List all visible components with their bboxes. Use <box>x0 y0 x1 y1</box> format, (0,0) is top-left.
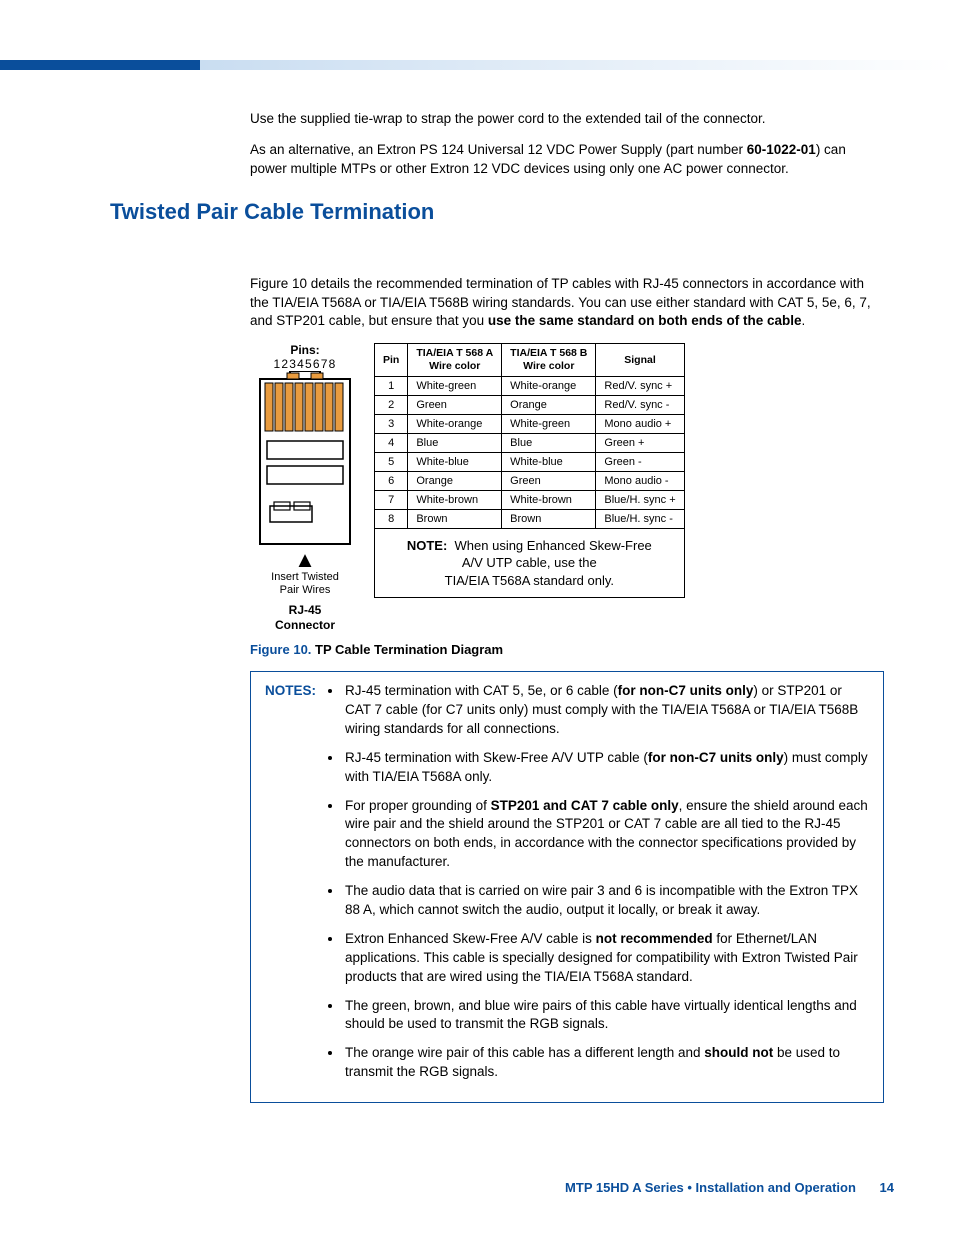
cell-t568b: White-green <box>502 414 596 433</box>
cell-signal: Red/V. sync + <box>596 376 684 395</box>
intro-paragraphs: Use the supplied tie-wrap to strap the p… <box>250 110 884 179</box>
cell-pin: 1 <box>375 376 408 395</box>
table-row: 2GreenOrangeRed/V. sync - <box>375 395 685 414</box>
cell-t568b: Brown <box>502 509 596 528</box>
list-item: The orange wire pair of this cable has a… <box>343 1044 869 1082</box>
section-body: Figure 10 details the recommended termin… <box>250 275 884 332</box>
cell-t568a: White-blue <box>408 452 502 471</box>
table-note-row: NOTE: When using Enhanced Skew-Free A/V … <box>375 528 685 598</box>
table-row: 1White-greenWhite-orangeRed/V. sync + <box>375 376 685 395</box>
cell-pin: 6 <box>375 471 408 490</box>
insert-caption: Insert Twisted Pair Wires <box>250 571 360 597</box>
footer-title: MTP 15HD A Series • Installation and Ope… <box>565 1180 856 1195</box>
cell-t568b: Blue <box>502 433 596 452</box>
connector-caption: RJ-45 Connector <box>250 603 360 632</box>
notes-label: NOTES: <box>265 682 327 701</box>
cell-pin: 3 <box>375 414 408 433</box>
cell-t568b: White-orange <box>502 376 596 395</box>
cell-t568a: White-green <box>408 376 502 395</box>
cell-pin: 5 <box>375 452 408 471</box>
intro-p1: Use the supplied tie-wrap to strap the p… <box>250 110 884 129</box>
cell-t568b: Green <box>502 471 596 490</box>
col-t568a: TIA/EIA T 568 AWire color <box>408 344 502 376</box>
figure-10: Pins: 12345678 <box>250 343 894 632</box>
cell-t568a: Blue <box>408 433 502 452</box>
cell-signal: Blue/H. sync - <box>596 509 684 528</box>
header-accent-bar <box>0 60 200 70</box>
rj45-column: Pins: 12345678 <box>250 343 360 632</box>
header-accent-fade <box>200 60 954 70</box>
section-heading: Twisted Pair Cable Termination <box>110 199 894 225</box>
cell-pin: 4 <box>375 433 408 452</box>
col-t568b: TIA/EIA T 568 BWire color <box>502 344 596 376</box>
cell-pin: 8 <box>375 509 408 528</box>
figure-caption: Figure 10. TP Cable Termination Diagram <box>250 642 894 657</box>
list-item: For proper grounding of STP201 and CAT 7… <box>343 797 869 873</box>
cell-t568b: White-blue <box>502 452 596 471</box>
rj45-connector-icon <box>255 371 355 551</box>
list-item: RJ-45 termination with CAT 5, 5e, or 6 c… <box>343 682 869 739</box>
wire-color-table: Pin TIA/EIA T 568 AWire color TIA/EIA T … <box>374 343 685 598</box>
cell-signal: Mono audio + <box>596 414 684 433</box>
part-number: 60-1022-01 <box>747 142 816 157</box>
cell-pin: 2 <box>375 395 408 414</box>
cell-signal: Green + <box>596 433 684 452</box>
up-arrow-icon: ▲ <box>250 551 360 569</box>
section-paragraph: Figure 10 details the recommended termin… <box>250 275 884 332</box>
cell-t568a: White-brown <box>408 490 502 509</box>
cell-t568a: Orange <box>408 471 502 490</box>
cell-t568b: Orange <box>502 395 596 414</box>
cell-signal: Red/V. sync - <box>596 395 684 414</box>
table-row: 3White-orangeWhite-greenMono audio + <box>375 414 685 433</box>
notes-list: RJ-45 termination with CAT 5, 5e, or 6 c… <box>343 682 869 1082</box>
document-page: Use the supplied tie-wrap to strap the p… <box>0 0 954 1235</box>
cell-signal: Mono audio - <box>596 471 684 490</box>
page-footer: MTP 15HD A Series • Installation and Ope… <box>565 1180 894 1195</box>
cell-t568a: Brown <box>408 509 502 528</box>
col-signal: Signal <box>596 344 684 376</box>
list-item: The audio data that is carried on wire p… <box>343 882 869 920</box>
pin-numbers: 12345678 <box>250 357 360 371</box>
cell-t568a: White-orange <box>408 414 502 433</box>
cell-t568a: Green <box>408 395 502 414</box>
table-row: 5White-blueWhite-blueGreen - <box>375 452 685 471</box>
col-pin: Pin <box>375 344 408 376</box>
table-row: 4BlueBlueGreen + <box>375 433 685 452</box>
footer-page-number: 14 <box>880 1180 894 1195</box>
table-row: 8BrownBrownBlue/H. sync - <box>375 509 685 528</box>
list-item: RJ-45 termination with Skew-Free A/V UTP… <box>343 749 869 787</box>
cell-t568b: White-brown <box>502 490 596 509</box>
notes-box: NOTES: RJ-45 termination with CAT 5, 5e,… <box>250 671 884 1103</box>
pins-label: Pins: <box>250 343 360 357</box>
cell-pin: 7 <box>375 490 408 509</box>
list-item: Extron Enhanced Skew-Free A/V cable is n… <box>343 930 869 987</box>
table-row: 6OrangeGreenMono audio - <box>375 471 685 490</box>
intro-p2: As an alternative, an Extron PS 124 Univ… <box>250 141 884 179</box>
list-item: The green, brown, and blue wire pairs of… <box>343 997 869 1035</box>
cell-signal: Green - <box>596 452 684 471</box>
table-row: 7White-brownWhite-brownBlue/H. sync + <box>375 490 685 509</box>
cell-signal: Blue/H. sync + <box>596 490 684 509</box>
